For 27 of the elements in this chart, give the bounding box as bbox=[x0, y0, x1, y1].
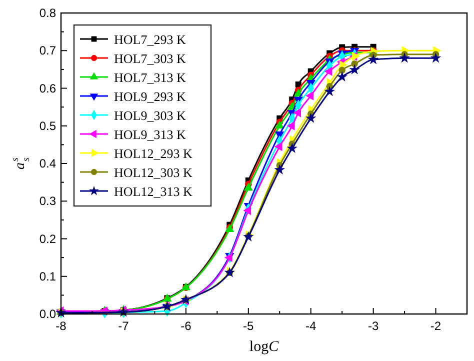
y-tick-label: 0.1 bbox=[39, 269, 56, 284]
y-tick-label: 0.8 bbox=[39, 6, 56, 20]
legend-label: HOL12_303 K bbox=[114, 165, 193, 180]
x-axis-title: logC bbox=[249, 339, 280, 355]
legend-label: HOL9_293 K bbox=[114, 89, 186, 104]
legend-label: HOL12_313 K bbox=[114, 184, 193, 199]
y-axis-title: ass bbox=[10, 158, 32, 170]
legend-label: HOL12_293 K bbox=[114, 146, 193, 161]
x-tick-label: -7 bbox=[118, 319, 130, 333]
y-tick-label: 0.4 bbox=[39, 156, 56, 170]
x-tick-label: -2 bbox=[430, 319, 442, 333]
x-tick-label: -4 bbox=[306, 319, 317, 333]
y-tick-label: 0.0 bbox=[39, 307, 56, 321]
y-tick-label: 0.5 bbox=[39, 118, 56, 133]
y-tick-label: 0.7 bbox=[39, 44, 56, 58]
x-tick-label: -8 bbox=[56, 319, 67, 333]
y-tick-label: 0.6 bbox=[39, 81, 56, 96]
legend-label: HOL7_293 K bbox=[114, 32, 186, 47]
y-tick-label: 0.3 bbox=[39, 194, 56, 208]
legend-label: HOL9_313 K bbox=[114, 127, 186, 142]
x-tick-label: -3 bbox=[368, 319, 379, 333]
legend-label: HOL9_303 K bbox=[114, 108, 186, 123]
legend-label: HOL7_303 K bbox=[114, 51, 186, 66]
x-tick-label: -5 bbox=[243, 319, 254, 333]
legend-label: HOL7_313 K bbox=[114, 70, 186, 85]
y-tick-label: 0.2 bbox=[39, 232, 56, 246]
x-tick-label: -6 bbox=[180, 319, 192, 333]
